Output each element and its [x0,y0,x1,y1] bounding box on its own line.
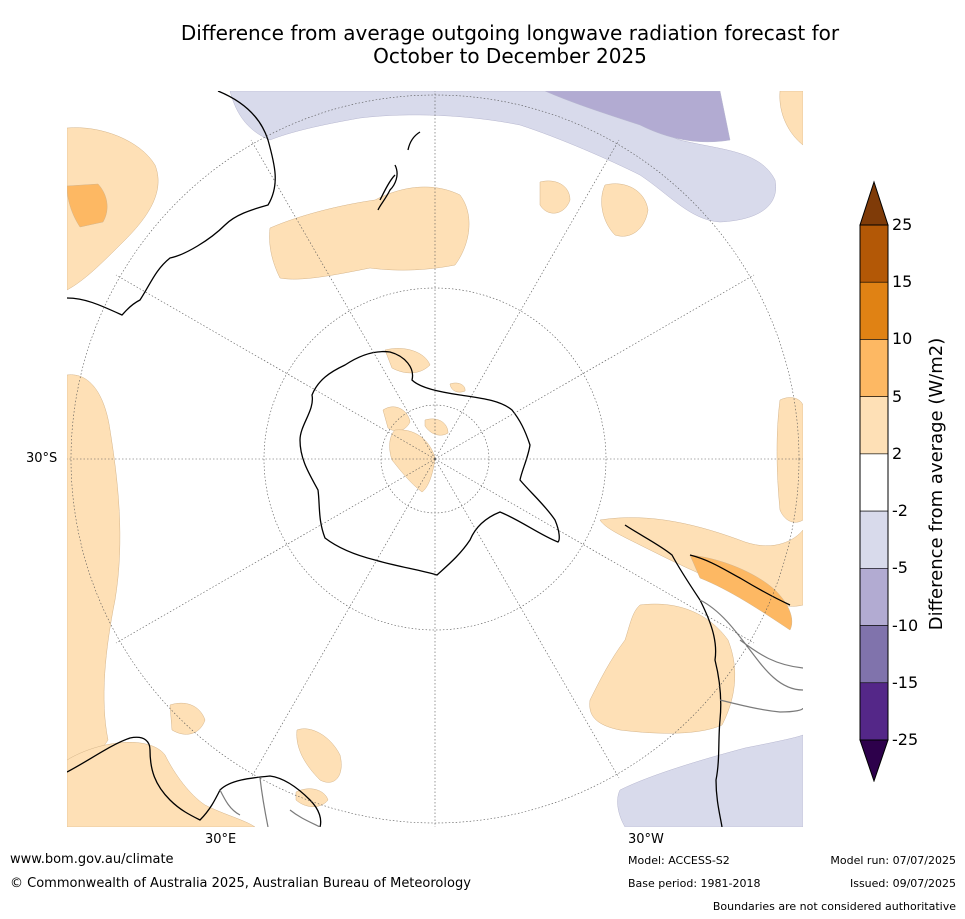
footer-issued: Issued: 09/07/2025 [849,877,956,890]
graticule [67,91,803,827]
colorbar-segment [859,625,889,684]
colorbar-tick-label: -10 [892,615,919,635]
colorbar-tick-label: -2 [892,501,908,521]
footer-model-run: Model run: 07/07/2025 [830,854,956,867]
colorbar-tick-label: 2 [892,443,903,463]
footer-website: www.bom.gov.au/climate [10,852,174,867]
colorbar-segment [859,339,889,397]
colorbar-tick-label: 15 [892,272,913,292]
coastlines [67,91,791,827]
colorbar-segment [859,396,889,455]
footer-base-period: Base period: 1981-2018 [628,877,761,890]
polar-map [67,91,803,827]
footer-disclaimer: Boundaries are not considered authoritat… [712,900,956,913]
colorbar-tick-label: 10 [892,329,913,349]
colorbar-tick-label: 25 [892,215,913,234]
colorbar-segments [859,180,889,782]
colorbar-tick-label: -5 [892,558,908,578]
colorbar-segment [859,682,889,741]
longitude-label-30e: 30°E [205,832,237,847]
colorbar-segment [859,568,889,626]
colorbar-label: Difference from average (W/m2) [926,337,947,631]
colorbar-segment [859,281,889,340]
colorbar-tick-label: 5 [892,386,903,406]
colorbar-tick-label: -15 [892,672,919,692]
longitude-label-30w: 30°W [628,832,664,847]
latitude-label-30s: 30°S [26,451,58,466]
colorbar-tick-label: -25 [892,730,919,749]
negative-anomaly-regions [229,91,803,827]
colorbar-segment [859,224,889,283]
colorbar [859,180,889,782]
map-title-line-2: October to December 2025 [373,44,647,68]
colorbar-extend-max [859,180,889,226]
colorbar-extend-min [859,739,889,782]
positive-anomaly-regions [67,91,803,827]
colorbar-segment [859,453,889,512]
map-title-line-1: Difference from average outgoing longwav… [180,21,840,45]
boundaries [219,599,803,827]
colorbar-segment [859,510,889,569]
footer-model: Model: ACCESS-S2 [628,854,730,867]
footer-copyright: © Commonwealth of Australia 2025, Austra… [10,876,471,891]
